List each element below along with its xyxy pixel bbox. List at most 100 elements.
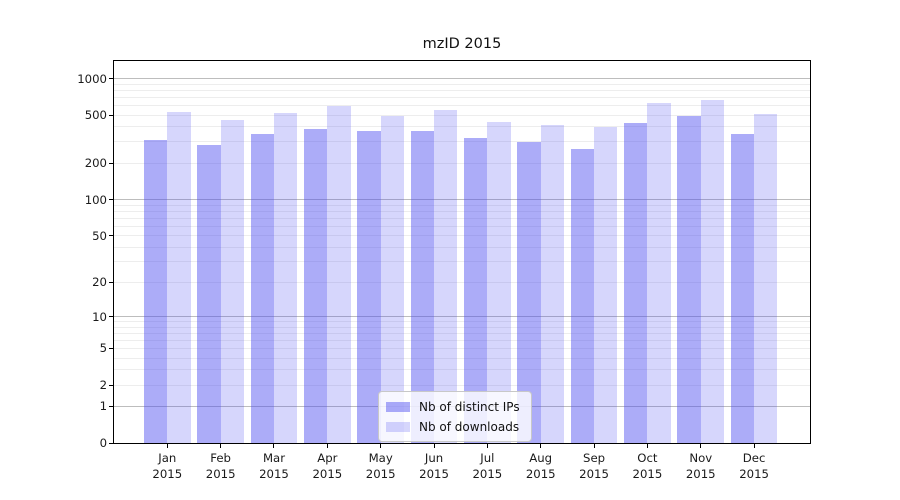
minor-gridline-60 [114,225,810,227]
bar-nb-of-distinct-ips-dec-2015 [730,133,755,443]
x-tick-nov-2015 [700,443,702,448]
x-tick-label-jan-2015: Jan 2015 [152,451,183,481]
minor-gridline-6 [114,339,810,341]
minor-gridline-5 [114,347,810,349]
y-tick-1 [109,405,114,407]
bar-nb-of-downloads-oct-2015 [647,102,671,443]
minor-gridline-50 [114,235,810,237]
legend-item-downloads: Nb of downloads [386,418,520,435]
major-gridline-1000 [114,78,810,80]
bar-nb-of-distinct-ips-feb-2015 [197,145,221,443]
legend-label-distinct-ips: Nb of distinct IPs [419,399,520,414]
minor-gridline-90 [114,204,810,206]
y-tick-label-1000: 1000 [77,71,107,86]
bar-nb-of-distinct-ips-jan-2015 [143,139,168,443]
bar-nb-of-distinct-ips-nov-2015 [677,115,701,443]
y-tick-1000 [109,78,114,80]
minor-gridline-300 [114,141,810,143]
x-tick-jun-2015 [433,443,435,448]
minor-gridline-8 [114,326,810,328]
x-tick-label-nov-2015: Nov 2015 [685,451,716,481]
x-tick-mar-2015 [273,443,275,448]
bar-nb-of-downloads-aug-2015 [540,124,565,443]
y-tick-label-20: 20 [92,275,107,290]
x-tick-label-dec-2015: Dec 2015 [739,451,769,481]
legend-swatch-downloads [386,421,410,432]
x-tick-label-oct-2015: Oct 2015 [632,451,663,481]
bar-nb-of-downloads-may-2015 [380,115,405,443]
major-gridline-10 [114,316,810,317]
x-tick-label-jun-2015: Jun 2015 [419,451,449,481]
bar-nb-of-distinct-ips-may-2015 [357,130,381,443]
x-tick-label-aug-2015: Aug 2015 [525,451,556,481]
x-tick-may-2015 [380,443,382,448]
y-tick-500 [109,114,114,116]
x-tick-apr-2015 [326,443,328,448]
minor-gridline-800 [114,89,810,91]
x-tick-sep-2015 [593,443,595,448]
bar-nb-of-distinct-ips-apr-2015 [303,129,328,443]
y-tick-20 [109,281,114,283]
bar-nb-of-distinct-ips-mar-2015 [250,133,274,443]
x-tick-aug-2015 [540,443,542,448]
y-tick-label-5: 5 [99,341,107,356]
minor-gridline-3 [114,369,810,371]
bar-nb-of-distinct-ips-jun-2015 [410,130,435,443]
y-tick-label-200: 200 [84,156,107,171]
minor-gridline-600 [114,104,810,106]
minor-gridline-20 [114,281,810,283]
y-tick-2 [109,384,114,386]
minor-gridline-40 [114,246,810,248]
legend-item-distinct-ips: Nb of distinct IPs [386,398,520,415]
bar-nb-of-distinct-ips-jul-2015 [463,137,488,443]
y-tick-5 [109,347,114,349]
bar-nb-of-downloads-jun-2015 [434,110,458,443]
legend: Nb of distinct IPs Nb of downloads [378,391,532,442]
bar-nb-of-downloads-feb-2015 [220,119,245,443]
x-tick-label-may-2015: May 2015 [365,451,396,481]
chart-title: mzID 2015 [422,36,502,52]
y-tick-label-10: 10 [92,309,107,324]
x-tick-label-mar-2015: Mar 2015 [259,451,289,481]
y-tick-50 [109,235,114,237]
bar-nb-of-downloads-nov-2015 [700,100,725,443]
minor-gridline-900 [114,83,810,85]
minor-gridline-200 [114,162,810,164]
x-tick-label-feb-2015: Feb 2015 [205,451,236,481]
y-tick-100 [109,199,114,201]
x-tick-dec-2015 [753,443,755,448]
y-tick-200 [109,162,114,164]
x-tick-jan-2015 [166,443,168,448]
minor-gridline-700 [114,96,810,98]
bar-nb-of-downloads-jul-2015 [487,121,511,443]
x-tick-jul-2015 [486,443,488,448]
minor-gridline-2 [114,384,810,386]
bar-nb-of-distinct-ips-sep-2015 [570,149,595,443]
minor-gridline-9 [114,321,810,323]
x-tick-label-sep-2015: Sep 2015 [579,451,609,481]
y-tick-label-100: 100 [84,192,107,207]
y-tick-label-1: 1 [99,399,107,414]
bar-nb-of-distinct-ips-oct-2015 [624,122,648,443]
minor-gridline-400 [114,126,810,128]
minor-gridline-4 [114,357,810,359]
legend-swatch-distinct-ips [386,401,410,412]
bar-nb-of-downloads-jan-2015 [167,111,191,443]
bar-nb-of-distinct-ips-aug-2015 [517,141,541,443]
bar-nb-of-downloads-sep-2015 [594,126,618,443]
minor-gridline-80 [114,210,810,212]
y-tick-0 [109,442,114,444]
minor-gridline-7 [114,332,810,334]
y-tick-label-500: 500 [84,108,107,123]
x-tick-label-apr-2015: Apr 2015 [312,451,343,481]
bar-nb-of-downloads-mar-2015 [273,113,298,443]
bar-nb-of-downloads-dec-2015 [754,114,778,443]
minor-gridline-30 [114,261,810,263]
x-tick-feb-2015 [220,443,222,448]
y-tick-label-2: 2 [99,378,107,393]
plot-area [114,61,810,443]
major-gridline-100 [114,199,810,201]
x-tick-oct-2015 [646,443,648,448]
y-tick-label-50: 50 [92,228,107,243]
